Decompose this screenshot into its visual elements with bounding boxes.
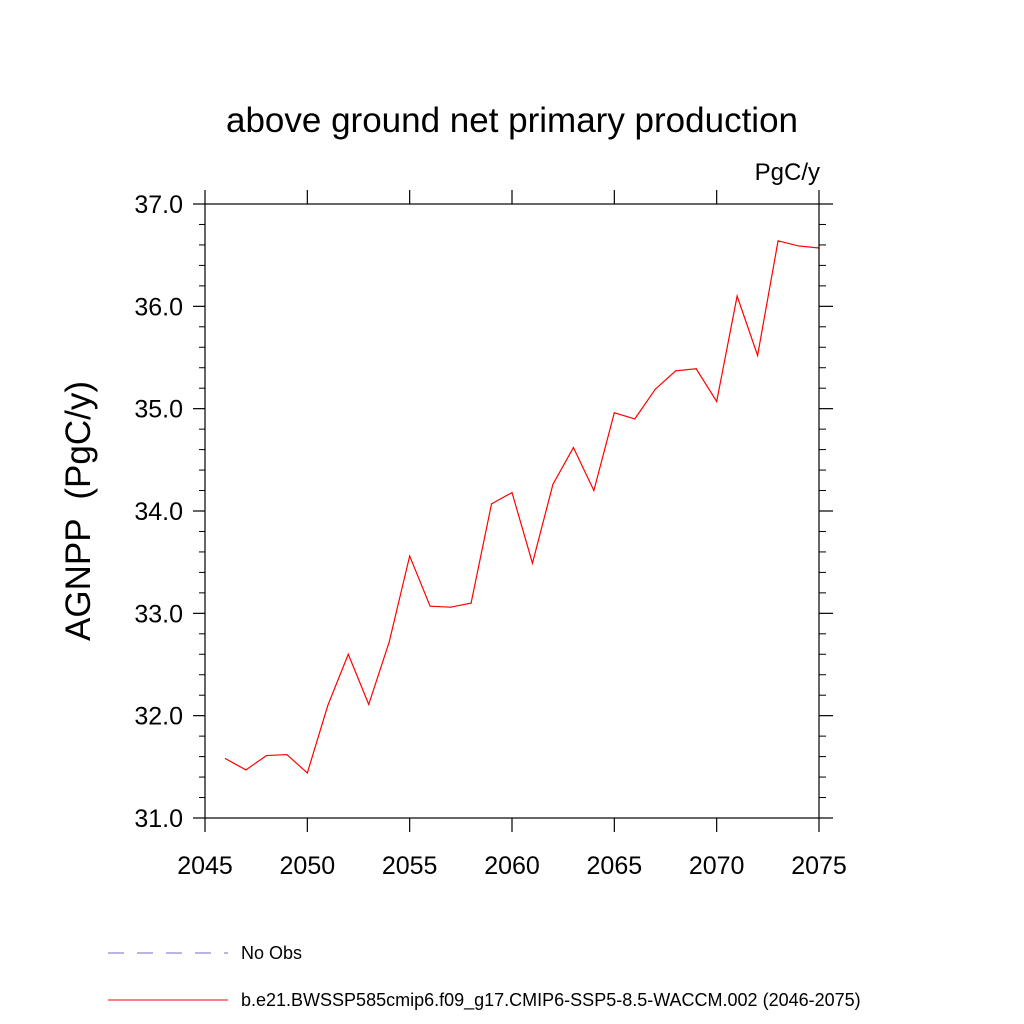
data-point <box>327 704 329 707</box>
data-point <box>245 769 247 771</box>
data-point <box>429 605 431 607</box>
data-point <box>224 758 227 760</box>
data-point <box>286 753 288 756</box>
y-tick-label: 34.0 <box>134 498 183 526</box>
units-label: PgC/y <box>755 159 820 186</box>
y-tick-label: 36.0 <box>134 293 183 321</box>
y-axis-label: AGNPP (PgC/y) <box>59 381 98 641</box>
y-tick-label: 37.0 <box>134 191 183 219</box>
x-tick-label: 2070 <box>689 852 745 880</box>
data-point <box>572 446 575 449</box>
data-point <box>736 295 738 297</box>
tick-labels: 31.0 32.0 33.0 34.0 35.0 36.0 37.0 2045 2050 2055… <box>134 191 846 880</box>
data-point <box>306 772 308 774</box>
data-point <box>634 418 636 420</box>
plot-frame <box>204 203 820 819</box>
data-point <box>388 641 390 643</box>
x-tick-label: 2075 <box>791 852 847 880</box>
series-line <box>225 240 820 775</box>
data-point <box>675 370 677 372</box>
data-point <box>757 354 759 357</box>
data-point <box>450 606 452 608</box>
data-point <box>695 368 697 370</box>
data-point <box>531 562 534 564</box>
data-point <box>470 602 472 604</box>
data-point <box>797 245 800 247</box>
legend: No Obs b.e21.BWSSP585cmip6.f09_g17.CMIP6-… <box>108 943 861 1011</box>
data-point <box>265 754 267 757</box>
data-point <box>368 703 370 706</box>
data-point <box>409 555 411 557</box>
x-tick-label: 2065 <box>587 852 643 880</box>
data-point <box>511 491 513 494</box>
legend-label: No Obs <box>241 943 302 963</box>
y-tick-label: 35.0 <box>134 396 183 424</box>
data-point <box>613 412 615 414</box>
data-point <box>552 483 554 485</box>
x-tick-label: 2045 <box>177 852 233 880</box>
data-point <box>777 240 779 242</box>
chart-title: above ground net primary production <box>226 101 798 140</box>
series-layer <box>224 240 820 775</box>
y-tick-label: 31.0 <box>134 805 183 833</box>
x-tick-label: 2060 <box>484 852 540 880</box>
y-tick-label: 32.0 <box>134 703 183 731</box>
legend-label: b.e21.BWSSP585cmip6.f09_g17.CMIP6-SSP5-8… <box>241 990 861 1011</box>
data-point <box>654 388 656 390</box>
axis-ticks <box>193 190 833 832</box>
data-point <box>490 503 493 505</box>
y-tick-label: 33.0 <box>134 600 183 628</box>
data-point <box>347 653 349 655</box>
x-tick-label: 2050 <box>280 852 336 880</box>
data-point <box>716 400 718 403</box>
data-point <box>593 489 595 492</box>
x-tick-label: 2055 <box>382 852 438 880</box>
